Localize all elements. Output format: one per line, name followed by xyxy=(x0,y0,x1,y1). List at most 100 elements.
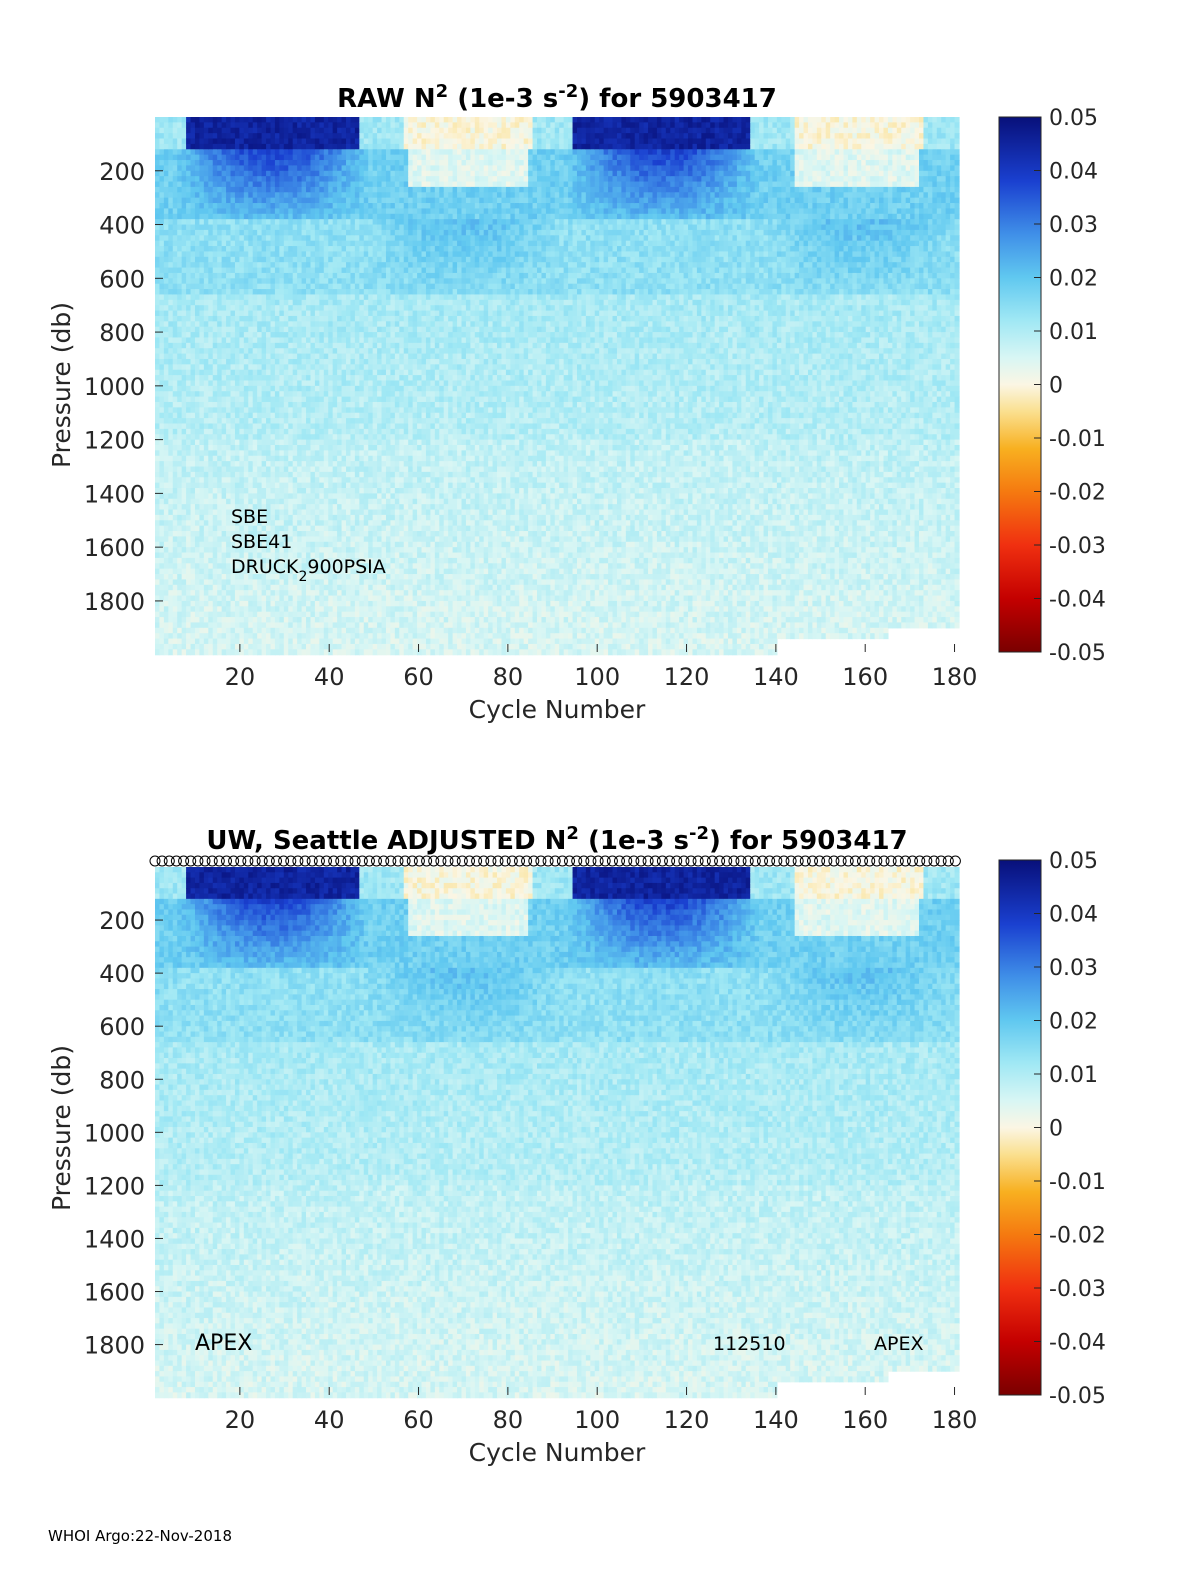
heatmap-cell xyxy=(270,154,276,161)
heatmap-cell xyxy=(354,122,360,129)
heatmap-cell xyxy=(181,552,187,559)
heatmap-cell xyxy=(221,590,227,597)
heatmap-cell xyxy=(283,256,289,263)
heatmap-cell xyxy=(266,617,272,624)
heatmap-cell xyxy=(234,342,240,349)
heatmap-cell xyxy=(159,299,165,306)
heatmap-cell xyxy=(212,272,218,279)
heatmap-cell xyxy=(346,358,352,365)
heatmap-cell xyxy=(328,272,334,279)
heatmap-cell xyxy=(168,574,174,581)
heatmap-cell xyxy=(194,332,201,339)
heatmap-cell xyxy=(314,514,320,521)
heatmap-cell xyxy=(306,143,312,150)
heatmap-cell xyxy=(310,251,316,258)
heatmap-cell xyxy=(306,289,312,296)
heatmap-cell xyxy=(354,283,360,290)
heatmap-cell xyxy=(230,251,236,258)
heatmap-cell xyxy=(159,428,165,435)
heatmap-cell xyxy=(279,627,285,634)
heatmap-cell xyxy=(279,369,285,376)
heatmap-cell xyxy=(257,138,263,145)
heatmap-cell xyxy=(301,160,307,166)
heatmap-cell xyxy=(310,649,316,656)
heatmap-cell xyxy=(363,289,369,296)
heatmap-cell xyxy=(212,278,218,285)
heatmap-cell xyxy=(252,536,258,543)
heatmap-cell xyxy=(288,192,294,199)
heatmap-cell xyxy=(252,154,258,161)
heatmap-cell xyxy=(274,326,280,333)
heatmap-cell xyxy=(288,412,294,419)
heatmap-cell xyxy=(274,149,280,156)
heatmap-cell xyxy=(248,531,254,537)
heatmap-cell xyxy=(368,477,374,484)
heatmap-cell xyxy=(359,315,365,322)
heatmap-cell xyxy=(283,627,289,634)
heatmap-cell xyxy=(301,536,307,543)
heatmap-cell xyxy=(292,498,298,505)
heatmap-cell xyxy=(346,138,352,145)
heatmap-cell xyxy=(368,622,374,629)
heatmap-cell xyxy=(266,289,272,296)
heatmap-cell xyxy=(341,514,347,521)
heatmap-cell xyxy=(292,643,298,650)
heatmap-cell xyxy=(323,246,329,253)
heatmap-cell xyxy=(372,235,378,242)
heatmap-cell xyxy=(368,643,374,650)
heatmap-cell xyxy=(261,138,267,145)
heatmap-cell xyxy=(155,444,161,451)
heatmap-cell xyxy=(239,584,245,591)
heatmap-cell xyxy=(283,396,289,403)
heatmap-cell xyxy=(306,154,312,161)
heatmap-cell xyxy=(323,143,329,150)
heatmap-cell xyxy=(194,138,201,145)
heatmap-cell xyxy=(368,197,374,204)
heatmap-cell xyxy=(243,418,249,425)
heatmap-cell xyxy=(314,423,320,430)
heatmap-cell xyxy=(221,267,227,274)
heatmap-cell xyxy=(243,267,249,274)
heatmap-cell xyxy=(239,391,245,398)
heatmap-cell xyxy=(323,332,329,339)
heatmap-cell xyxy=(239,477,245,484)
heatmap-cell xyxy=(337,547,343,554)
heatmap-cell xyxy=(341,622,347,629)
heatmap-cell xyxy=(323,353,329,360)
heatmap-cell xyxy=(274,348,280,355)
heatmap-cell xyxy=(363,574,369,581)
heatmap-cell xyxy=(155,643,161,650)
heatmap-cell xyxy=(323,606,329,613)
heatmap-cell xyxy=(301,192,307,199)
heatmap-cell xyxy=(252,117,258,123)
heatmap-cell xyxy=(261,531,267,537)
heatmap-cell xyxy=(337,482,343,489)
heatmap-cell xyxy=(257,633,263,640)
heatmap-cell xyxy=(252,337,258,344)
heatmap-cell xyxy=(163,444,169,451)
heatmap-cell xyxy=(261,418,267,425)
heatmap-cell xyxy=(168,643,174,650)
heatmap-cell xyxy=(221,649,227,656)
heatmap-cell xyxy=(301,391,307,398)
heatmap-cell xyxy=(186,428,192,435)
heatmap-cell xyxy=(346,428,352,435)
heatmap-cell xyxy=(319,262,325,269)
heatmap-cell xyxy=(186,337,192,344)
heatmap-cell xyxy=(350,600,356,607)
heatmap-cell xyxy=(257,520,263,527)
heatmap-cell xyxy=(234,310,240,317)
heatmap-cell xyxy=(221,246,227,253)
heatmap-cell xyxy=(226,117,232,123)
heatmap-cell xyxy=(252,138,258,145)
heatmap-cell xyxy=(359,541,365,548)
heatmap-cell xyxy=(341,160,347,166)
heatmap-cell xyxy=(243,509,249,516)
heatmap-cell xyxy=(310,267,316,274)
heatmap-cell xyxy=(332,122,338,129)
heatmap-cell xyxy=(306,466,312,473)
heatmap-cell xyxy=(341,262,347,269)
heatmap-cell xyxy=(199,149,205,156)
heatmap-cell xyxy=(363,633,369,640)
heatmap-cell xyxy=(190,466,196,473)
